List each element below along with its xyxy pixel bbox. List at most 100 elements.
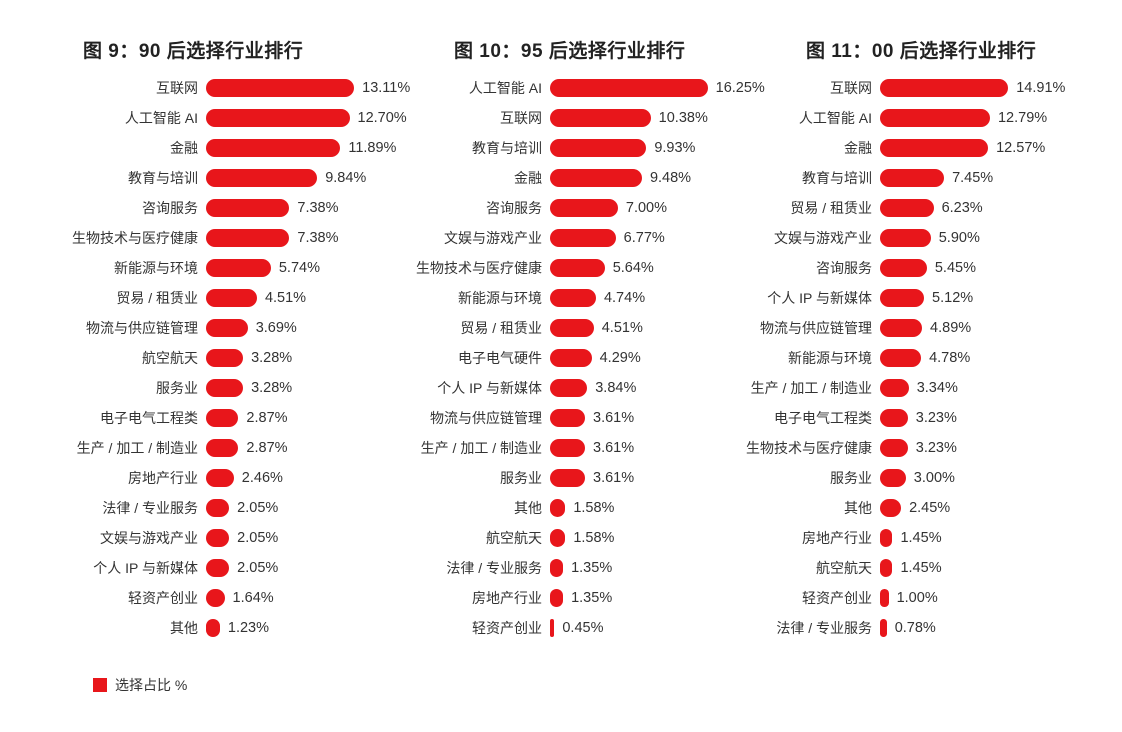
bar [206,199,290,217]
category-label: 生产 / 加工 / 制造业 [76,440,198,456]
bar [206,559,230,577]
bar [550,79,708,97]
bar [880,529,893,547]
bar [206,619,220,637]
category-label: 贸易 / 租赁业 [116,290,198,306]
bar [550,529,566,547]
chart-title: 图 9：90 后选择行业排行 [83,41,304,62]
bar [550,469,586,487]
category-label: 贸易 / 租赁业 [460,320,542,336]
bar [880,169,945,187]
bar [206,469,234,487]
bar [550,409,586,427]
bar [206,289,257,307]
category-label: 咨询服务 [486,200,542,216]
category-label: 生物技术与医疗健康 [72,230,198,246]
category-label: 互联网 [830,80,872,96]
category-label: 法律 / 专业服务 [776,620,872,636]
category-label: 航空航天 [486,530,542,546]
legend: 选择占比 % [93,675,187,695]
category-label: 房地产行业 [472,590,542,606]
value-label: 5.12% [932,290,974,306]
value-label: 3.23% [915,440,957,456]
category-label: 金融 [170,140,198,156]
bar [206,379,244,397]
value-label: 9.48% [649,170,692,186]
value-label: 1.35% [571,590,613,606]
value-label: 0.45% [562,620,604,636]
value-label: 3.61% [593,470,635,486]
bar [550,289,596,307]
bar [880,199,934,217]
value-label: 16.25% [715,80,765,96]
value-label: 4.29% [599,350,641,366]
bar [880,79,1009,97]
value-label: 4.78% [929,350,971,366]
bar [550,499,566,517]
bar [880,409,908,427]
value-label: 2.05% [237,500,279,516]
bar [880,559,893,577]
legend-swatch [93,678,107,692]
bar [880,379,909,397]
category-label: 航空航天 [142,350,198,366]
category-label: 金融 [514,170,542,186]
bar [880,289,925,307]
bar [880,589,889,607]
category-label: 电子电气硬件 [458,350,542,366]
category-label: 教育与培训 [128,170,198,186]
value-label: 9.93% [654,140,696,156]
category-label: 轻资产创业 [128,590,198,606]
bar [880,229,931,247]
category-label: 物流与供应链管理 [430,410,542,426]
bar [206,319,248,337]
bar [880,319,923,337]
bar [206,589,225,607]
category-label: 咨询服务 [142,200,198,216]
bar [880,139,989,157]
bar [206,439,239,457]
bar [206,349,244,367]
category-label: 电子电气工程类 [100,410,198,426]
value-label: 1.00% [896,590,938,606]
value-label: 1.23% [227,620,270,636]
category-label: 金融 [844,140,872,156]
value-label: 5.64% [612,260,654,276]
value-label: 3.28% [251,350,293,366]
category-label: 教育与培训 [802,170,872,186]
value-label: 3.69% [255,320,297,336]
bar [206,169,318,187]
value-label: 1.35% [571,560,613,576]
chart-title: 图 11：00 后选择行业排行 [806,41,1037,62]
bar [206,529,230,547]
value-label: 4.89% [930,320,972,336]
bar [880,439,908,457]
category-label: 房地产行业 [128,470,198,486]
value-label: 3.28% [251,380,293,396]
category-label: 文娱与游戏产业 [774,230,872,246]
value-label: 12.57% [996,140,1046,156]
legend-label: 选择占比 % [115,677,188,693]
value-label: 13.11% [362,80,411,96]
value-label: 5.45% [934,260,976,276]
bar [880,109,990,127]
value-label: 3.61% [593,440,635,456]
category-label: 其他 [514,500,542,516]
bar [206,499,230,517]
category-label: 互联网 [156,80,198,96]
bar [550,439,586,457]
value-label: 5.74% [278,260,320,276]
value-label: 4.51% [264,290,307,306]
value-label: 4.51% [601,320,643,336]
category-label: 个人 IP 与新媒体 [437,380,542,396]
category-label: 轻资产创业 [472,620,542,636]
bar [206,229,290,247]
category-label: 轻资产创业 [802,590,872,606]
category-label: 物流与供应链管理 [86,320,198,336]
category-label: 文娱与游戏产业 [444,230,542,246]
category-label: 新能源与环境 [458,290,542,306]
category-label: 咨询服务 [816,260,872,276]
value-label: 11.89% [348,140,397,156]
category-label: 互联网 [500,110,542,126]
category-label: 教育与培训 [472,140,542,156]
